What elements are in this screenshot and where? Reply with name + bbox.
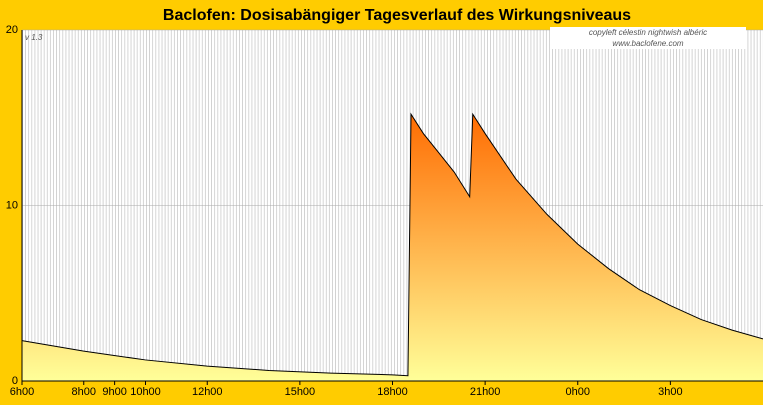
x-tick-label: 12h00 <box>192 386 223 398</box>
y-tick-label: 0 <box>12 375 18 387</box>
version-label: v 1.3 <box>25 33 43 42</box>
credits-line: www.baclofene.com <box>612 39 683 48</box>
chart-title: Baclofen: Dosisabängiger Tagesverlauf de… <box>163 7 631 24</box>
x-tick-label: 10h00 <box>130 386 161 398</box>
y-tick-label: 10 <box>6 199 18 211</box>
credits-box <box>550 27 746 49</box>
area-line <box>21 112 763 377</box>
x-tick-label: 9h00 <box>102 386 126 398</box>
x-tick-label: 0h00 <box>566 386 590 398</box>
x-tick-label: 8h00 <box>72 386 96 398</box>
x-tick-label: 3h00 <box>658 386 682 398</box>
x-tick-label: 6h00 <box>10 386 34 398</box>
x-tick-label: 15h00 <box>285 386 316 398</box>
credits-line: copyleft célestin nightwish albéric <box>589 28 707 37</box>
x-tick-label: 18h00 <box>377 386 408 398</box>
x-tick-label: 21h00 <box>470 386 501 398</box>
y-tick-label: 20 <box>6 24 18 36</box>
area-fill <box>22 114 763 382</box>
